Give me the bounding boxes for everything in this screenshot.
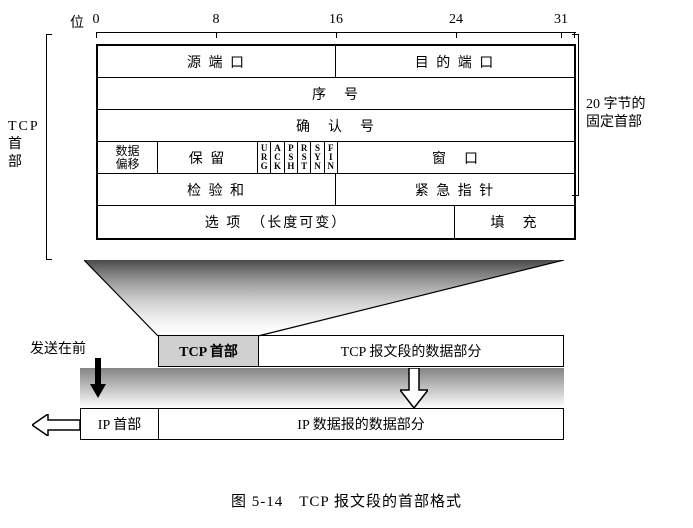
flag-psh: PSH (285, 142, 298, 173)
tcp-segment-header-cell: TCP 首部 (159, 336, 259, 366)
header-row-4: 数据偏移 保 留 URG ACK PSH RST SYN FIN 窗 口 (98, 142, 574, 174)
src-port-cell: 源 端 口 (98, 46, 336, 77)
send-first-arrow-icon (90, 358, 106, 398)
ruler-tick-16: 16 (329, 12, 343, 28)
send-first-label: 发送在前 (30, 338, 86, 358)
transmit-arrow-icon (32, 414, 80, 436)
flag-syn: SYN (311, 142, 324, 173)
tcp-header-table: 源 端 口 目 的 端 口 序 号 确 认 号 数据偏移 保 留 URG ACK… (96, 44, 576, 240)
flag-rst: RST (298, 142, 311, 173)
checksum-cell: 检 验 和 (98, 174, 336, 205)
ruler-tick-0: 0 (93, 12, 100, 28)
gradient-overlay (80, 368, 564, 408)
ruler-unit-label: 位 (70, 12, 84, 32)
header-row-2: 序 号 (98, 78, 574, 110)
tick-mark (96, 32, 97, 38)
tick-mark (336, 32, 337, 38)
header-row-5: 检 验 和 紧 急 指 针 (98, 174, 574, 206)
flag-ack: ACK (271, 142, 284, 173)
reserved-cell: 保 留 (158, 142, 258, 173)
tick-mark (456, 32, 457, 38)
tcp-header-bracket-left: TCP首部 (38, 34, 80, 260)
header-row-1: 源 端 口 目 的 端 口 (98, 46, 574, 78)
ip-datagram-box: IP 首部 IP 数据报的数据部分 (80, 408, 564, 440)
tick-mark (561, 32, 562, 38)
padding-cell: 填 充 (455, 206, 574, 238)
header-row-3: 确 认 号 (98, 110, 574, 142)
encapsulate-arrow-icon (400, 368, 428, 408)
tcp-segment-data-cell: TCP 报文段的数据部分 (259, 336, 563, 366)
seq-cell: 序 号 (98, 78, 574, 109)
ip-header-cell: IP 首部 (81, 409, 159, 439)
flag-fin: FIN (325, 142, 338, 173)
dst-port-cell: 目 的 端 口 (336, 46, 574, 77)
ruler-tick-24: 24 (449, 12, 463, 28)
tcp-header-label: TCP首部 (8, 118, 36, 172)
window-cell: 窗 口 (338, 142, 574, 173)
urgent-pointer-cell: 紧 急 指 针 (336, 174, 574, 205)
tcp-segment-box: TCP 首部 TCP 报文段的数据部分 (158, 335, 564, 367)
header-row-6: 选 项 （长度可变） 填 充 (98, 206, 574, 238)
data-offset-cell: 数据偏移 (98, 142, 158, 173)
fixed-header-bracket-right: 20 字节的固定首部 (570, 34, 670, 196)
ack-cell: 确 认 号 (98, 110, 574, 141)
ruler-tick-31: 31 (554, 12, 568, 28)
ruler-tick-8: 8 (213, 12, 220, 28)
bit-ruler: 位 0 8 16 24 31 (96, 12, 576, 40)
figure-caption: 图 5-14 TCP 报文段的首部格式 (0, 490, 693, 511)
ip-data-cell: IP 数据报的数据部分 (159, 409, 563, 439)
options-cell: 选 项 （长度可变） (98, 206, 455, 238)
fixed-header-label: 20 字节的固定首部 (586, 96, 676, 132)
flag-urg: URG (258, 142, 271, 173)
tick-mark (216, 32, 217, 38)
converge-wedge (84, 260, 564, 340)
